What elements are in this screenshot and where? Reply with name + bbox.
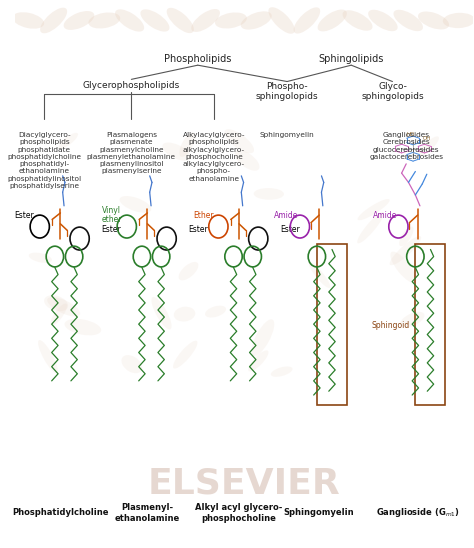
Text: Amide: Amide [373, 210, 397, 220]
Ellipse shape [40, 8, 67, 33]
Ellipse shape [179, 262, 199, 281]
Text: Amide: Amide [274, 210, 299, 220]
Text: Sphingoid: Sphingoid [372, 321, 410, 330]
Ellipse shape [400, 312, 424, 327]
Ellipse shape [151, 297, 172, 329]
Text: ELSEVIER: ELSEVIER [147, 467, 340, 501]
Ellipse shape [225, 129, 254, 153]
Text: Plasmalogens
plasmenate
plasmenylcholine
plasmenylethanolamine
plasmenylinositol: Plasmalogens plasmenate plasmenylcholine… [87, 132, 176, 174]
Ellipse shape [119, 196, 151, 213]
Text: HO: HO [406, 133, 415, 138]
Ellipse shape [12, 12, 44, 28]
Ellipse shape [309, 262, 330, 288]
Text: Alkyl acyl glycero-
phosphocholine: Alkyl acyl glycero- phosphocholine [195, 503, 283, 523]
Ellipse shape [418, 136, 439, 156]
Ellipse shape [391, 252, 416, 283]
Text: Ether: Ether [193, 210, 214, 220]
Text: Sphingomyelin: Sphingomyelin [260, 132, 314, 138]
Ellipse shape [443, 13, 474, 28]
Ellipse shape [167, 8, 194, 33]
Ellipse shape [29, 253, 52, 263]
Text: Phosphatidylcholine: Phosphatidylcholine [12, 509, 109, 517]
Ellipse shape [64, 11, 94, 30]
Ellipse shape [390, 236, 421, 265]
Ellipse shape [191, 9, 220, 32]
Text: Alkylacylglycero-
phospholipids
alkylacylglycero-
phosphocholine
alkylacylglycer: Alkylacylglycero- phospholipids alkylacy… [182, 132, 245, 182]
Ellipse shape [268, 7, 295, 34]
Ellipse shape [418, 12, 449, 30]
Ellipse shape [235, 150, 259, 171]
Text: Phospho-
sphingolopids: Phospho- sphingolopids [256, 82, 319, 101]
Ellipse shape [293, 7, 320, 33]
Text: Glyco-
sphingolopids: Glyco- sphingolopids [361, 82, 424, 101]
Text: Phospholipids: Phospholipids [164, 54, 231, 64]
Bar [415, 244, 445, 405]
Ellipse shape [38, 340, 58, 373]
Text: Diacylglycero-
phospholipids
phosphatidate
phosphatidylcholine
phosphatidyl-
eth: Diacylglycero- phospholipids phosphatida… [7, 132, 82, 189]
Ellipse shape [115, 9, 144, 32]
Ellipse shape [163, 142, 191, 161]
Text: Ester: Ester [15, 210, 34, 220]
Ellipse shape [251, 319, 274, 356]
Ellipse shape [343, 10, 373, 31]
Ellipse shape [215, 13, 247, 28]
Text: Ester: Ester [280, 225, 300, 234]
Ellipse shape [47, 297, 80, 317]
Ellipse shape [248, 350, 268, 372]
Ellipse shape [121, 355, 142, 373]
Ellipse shape [174, 307, 195, 322]
Text: OH: OH [423, 136, 431, 141]
Text: Glycerophospholipids: Glycerophospholipids [83, 82, 180, 90]
Ellipse shape [88, 13, 120, 28]
Text: Ester: Ester [101, 225, 121, 234]
Text: Gangliosides
Cerebrosides
glucocerebrosides
galactocerebrosides: Gangliosides Cerebrosides glucocerebrosi… [369, 132, 443, 160]
Ellipse shape [357, 212, 384, 243]
Ellipse shape [64, 319, 101, 335]
Text: Ester: Ester [189, 225, 209, 234]
Ellipse shape [254, 188, 284, 199]
Ellipse shape [179, 132, 195, 157]
Ellipse shape [241, 12, 272, 30]
Ellipse shape [58, 133, 78, 149]
Text: Vinyl
ether: Vinyl ether [101, 206, 122, 225]
Ellipse shape [50, 304, 67, 326]
Ellipse shape [173, 341, 198, 369]
Ellipse shape [44, 295, 68, 311]
Bar [317, 244, 346, 405]
Text: Sphingomyelin: Sphingomyelin [284, 509, 355, 517]
Text: Plasmenyl-
ethanolamine: Plasmenyl- ethanolamine [115, 503, 180, 523]
Text: Sphingolipids: Sphingolipids [319, 54, 384, 64]
Ellipse shape [318, 9, 347, 31]
Ellipse shape [357, 199, 390, 220]
Ellipse shape [271, 367, 292, 377]
Ellipse shape [368, 10, 398, 31]
Ellipse shape [205, 306, 226, 317]
Text: Ganglioside (G$_{m1}$): Ganglioside (G$_{m1}$) [375, 506, 460, 520]
Ellipse shape [140, 9, 170, 32]
Ellipse shape [393, 10, 423, 31]
Ellipse shape [399, 226, 413, 246]
